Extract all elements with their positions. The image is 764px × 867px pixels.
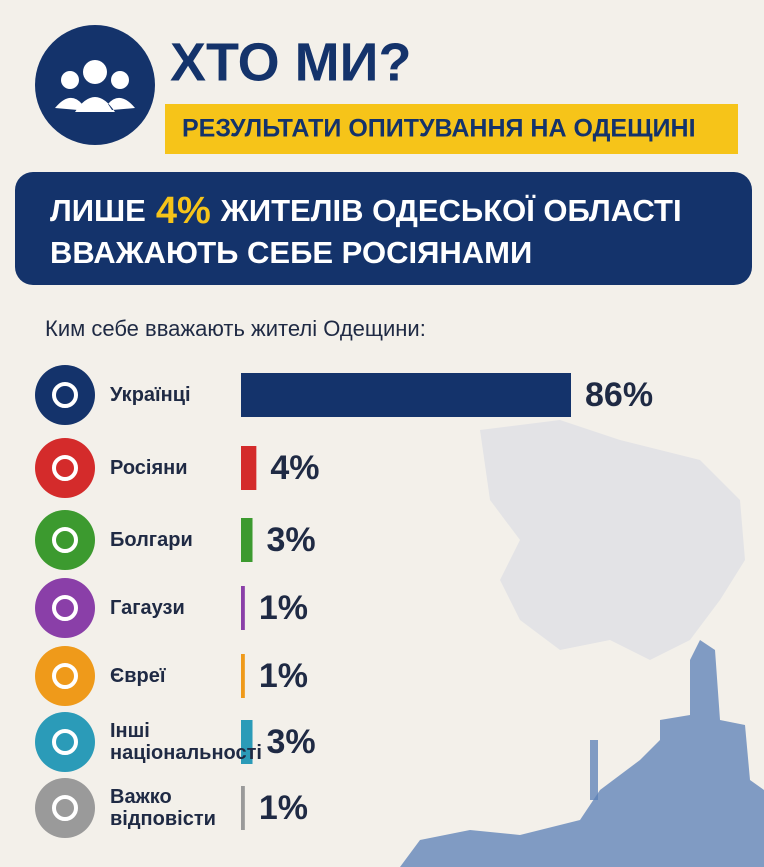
icon-symbol <box>52 595 78 621</box>
category-label: Українці <box>110 384 191 406</box>
icon-symbol <box>52 527 78 553</box>
category-label: Росіяни <box>110 457 188 479</box>
lighthouse <box>590 740 598 800</box>
headline-text: ЛИШЕ <box>50 193 146 228</box>
value-label: 1% <box>259 589 308 627</box>
bar <box>241 446 257 490</box>
icon-symbol <box>52 663 78 689</box>
category-label: Гагаузи <box>110 597 185 619</box>
header-icon <box>35 25 155 145</box>
icon-symbol <box>52 455 78 481</box>
category-icon <box>35 510 95 570</box>
value-label: 3% <box>267 521 316 559</box>
headline-banner <box>15 172 752 285</box>
icon-head <box>111 71 129 89</box>
value-label: 3% <box>267 723 316 761</box>
subtitle-band <box>165 104 738 154</box>
value-label: 86% <box>585 376 653 414</box>
headline-line1: ЛИШЕ 4% ЖИТЕЛІВ ОДЕСЬКОЇ ОБЛАСТІ <box>50 190 682 232</box>
headline-line2: ВВАЖАЮТЬ СЕБЕ РОСІЯНАМИ <box>50 235 532 270</box>
category-label: Інші національності <box>110 720 262 764</box>
icon-head <box>83 60 107 84</box>
category-icon <box>35 438 95 498</box>
bar <box>241 586 245 630</box>
value-label: 4% <box>270 449 319 487</box>
category-label: Важко відповісти <box>110 786 216 830</box>
category-icon <box>35 646 95 706</box>
icon-symbol <box>52 382 78 408</box>
category-label: Болгари <box>110 529 193 551</box>
category-icon <box>35 778 95 838</box>
category-icon <box>35 712 95 772</box>
category-icon <box>35 578 95 638</box>
icon-body <box>55 97 135 112</box>
category-icon <box>35 365 95 425</box>
subtitle: РЕЗУЛЬТАТИ ОПИТУВАННЯ НА ОДЕЩИНІ <box>182 115 696 143</box>
bar <box>241 720 253 764</box>
title: ХТО МИ? <box>170 32 411 92</box>
icon-symbol <box>52 795 78 821</box>
monument <box>400 640 764 867</box>
value-label: 1% <box>259 657 308 695</box>
bar <box>241 654 245 698</box>
icon-head <box>61 71 79 89</box>
headline-text: ЖИТЕЛІВ ОДЕСЬКОЇ ОБЛАСТІ <box>220 193 682 228</box>
icon-symbol <box>52 729 78 755</box>
chart-title: Ким себе вважають жителі Одещини: <box>45 316 426 341</box>
bar <box>241 786 245 830</box>
map <box>480 420 745 660</box>
bar <box>241 518 253 562</box>
category-label: Євреї <box>110 665 166 687</box>
headline-highlight: 4% <box>156 190 211 232</box>
bar <box>241 373 571 417</box>
value-label: 1% <box>259 789 308 827</box>
